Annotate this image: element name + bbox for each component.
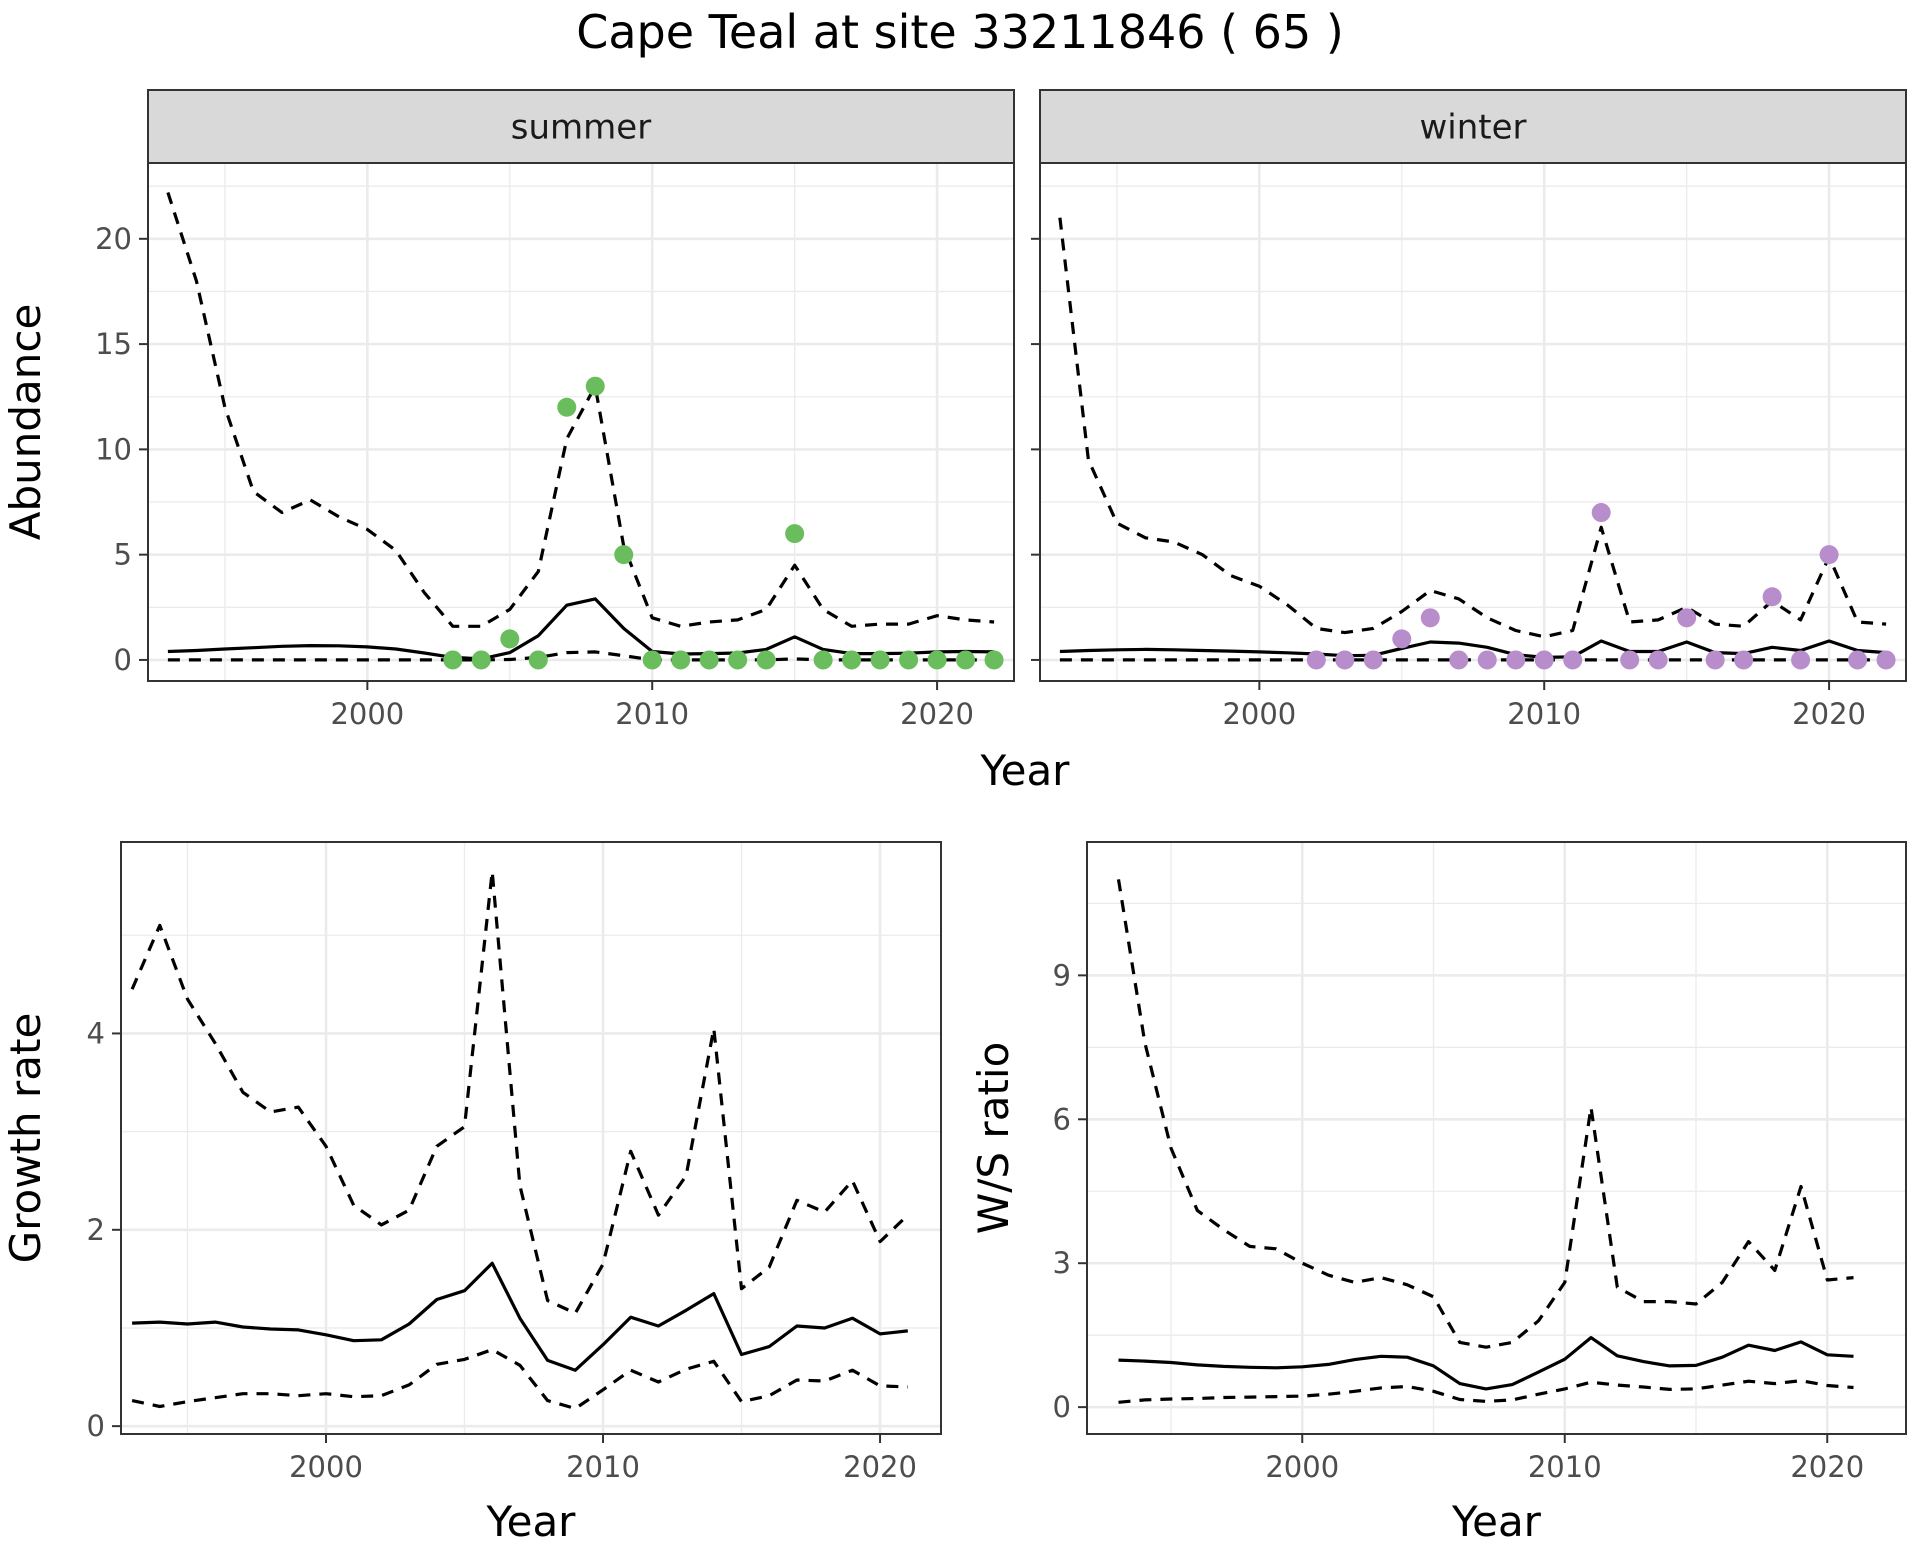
x-tick-label: 2000 <box>330 697 404 731</box>
facet-label: summer <box>511 108 651 148</box>
data-point <box>1306 650 1326 670</box>
x-tick-label: 2020 <box>1790 1450 1864 1484</box>
y-tick-label: 10 <box>95 432 132 466</box>
data-point <box>1591 503 1611 523</box>
series-line-lower <box>131 1347 908 1411</box>
facet-strip <box>147 89 1015 164</box>
panel-growth: 2000 2010 2020 0 2 4 Growth rate Year <box>1 841 942 1546</box>
y-tick-label: 9 <box>1053 958 1071 992</box>
y-tick-label: 2 <box>87 1213 105 1247</box>
data-point <box>1563 650 1583 670</box>
y-axis-title: W/S ratio <box>969 1042 1018 1235</box>
data-point <box>471 650 491 670</box>
data-point <box>1335 650 1355 670</box>
data-point <box>671 650 691 670</box>
x-tick-label: 2000 <box>1265 1450 1339 1484</box>
data-point <box>1420 608 1440 628</box>
data-point <box>1477 650 1497 670</box>
panel-background <box>1040 163 1906 681</box>
data-point <box>1819 545 1839 565</box>
x-tick-label: 2020 <box>900 697 974 731</box>
series-line-mean <box>132 1261 908 1372</box>
panel-winter: winter 2000 2010 2020 <box>1031 89 1907 731</box>
panel-border <box>1086 841 1907 1435</box>
x-axis-title: Year <box>1451 1497 1542 1546</box>
data-point <box>557 397 577 417</box>
x-axis-title: Year <box>486 1497 577 1546</box>
panel-background <box>121 842 941 1434</box>
data-point <box>1363 650 1383 670</box>
panel-background <box>148 163 1014 681</box>
data-point <box>927 650 947 670</box>
panel-border <box>120 841 942 1435</box>
x-tick-label: 2010 <box>615 697 689 731</box>
data-point <box>585 376 605 396</box>
y-axis-title: Growth rate <box>1 1013 50 1264</box>
data-point <box>1449 650 1469 670</box>
data-point <box>614 545 634 565</box>
data-point <box>1506 650 1526 670</box>
series-line-lower <box>167 650 995 662</box>
series-line-mean <box>1118 1335 1854 1391</box>
data-point <box>1392 629 1412 649</box>
panel-background <box>1087 842 1906 1434</box>
y-axis-title: Abundance <box>1 304 50 541</box>
chart-title: Cape Teal at site 33211846 ( 65 ) <box>576 5 1344 59</box>
data-point <box>1791 650 1811 670</box>
data-point <box>642 650 662 670</box>
y-tick-label: 0 <box>114 643 132 677</box>
data-point <box>443 650 463 670</box>
data-point <box>1705 650 1725 670</box>
data-point <box>756 650 776 670</box>
data-point <box>500 629 520 649</box>
y-tick-label: 3 <box>1053 1246 1071 1280</box>
series-line-upper <box>1058 217 1887 639</box>
x-tick-label: 2010 <box>1528 1450 1602 1484</box>
y-tick-label: 4 <box>87 1016 105 1050</box>
data-point <box>1848 650 1868 670</box>
data-point <box>528 650 548 670</box>
y-tick-label: 0 <box>1053 1390 1071 1424</box>
data-point <box>842 650 862 670</box>
data-point <box>1876 650 1896 670</box>
y-tick-label: 0 <box>87 1409 105 1443</box>
data-point <box>1620 650 1640 670</box>
data-point <box>956 650 976 670</box>
panel-ratio: 2000 2010 2020 0 3 6 9 W/S ratio Year <box>969 841 1907 1546</box>
data-point <box>728 650 748 670</box>
data-point <box>1734 650 1754 670</box>
y-tick-label: 5 <box>114 538 132 572</box>
series-line-lower <box>1118 1379 1854 1404</box>
data-point <box>870 650 890 670</box>
data-point <box>813 650 833 670</box>
series-line-upper <box>166 192 995 628</box>
y-tick-label: 15 <box>95 327 132 361</box>
y-tick-label: 20 <box>95 222 132 256</box>
data-point <box>1762 587 1782 607</box>
data-point <box>785 524 805 544</box>
data-point <box>1534 650 1554 670</box>
series-line-upper <box>1116 879 1854 1349</box>
y-tick-label: 6 <box>1053 1102 1071 1136</box>
x-tick-label: 2000 <box>1222 697 1296 731</box>
data-point <box>1677 608 1697 628</box>
series-line-upper <box>130 869 909 1315</box>
panel-summer: summer 2000 2010 2020 0 5 10 15 20 Abundance <box>1 89 1015 731</box>
x-tick-label: 2010 <box>1507 697 1581 731</box>
data-point <box>984 650 1004 670</box>
shared-x-axis-title: Year <box>980 746 1071 795</box>
data-point <box>899 650 919 670</box>
facet-label: winter <box>1419 108 1526 148</box>
data-point <box>699 650 719 670</box>
x-tick-label: 2020 <box>843 1450 917 1484</box>
x-tick-label: 2000 <box>289 1450 363 1484</box>
x-tick-label: 2020 <box>1792 697 1866 731</box>
x-tick-label: 2010 <box>566 1450 640 1484</box>
data-point <box>1648 650 1668 670</box>
facet-strip <box>1039 89 1907 164</box>
